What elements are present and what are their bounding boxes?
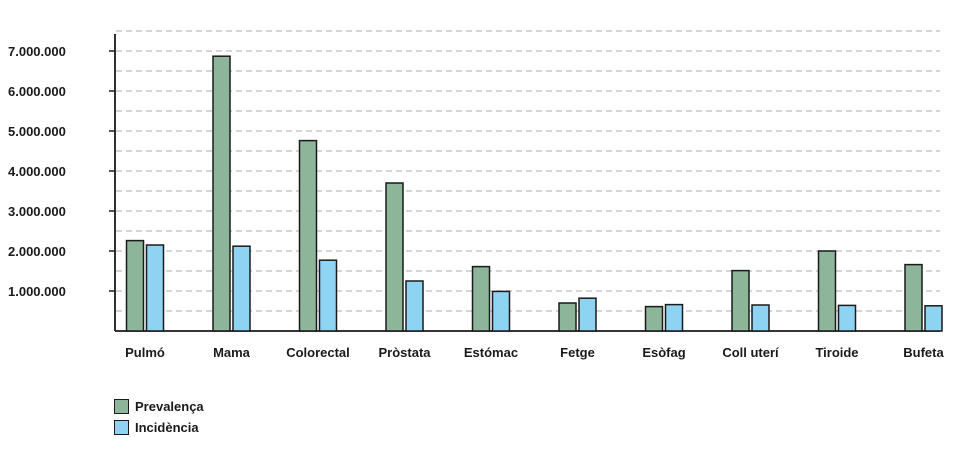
legend-item-incidencia: Incidència bbox=[114, 417, 204, 438]
bar-prevalenca bbox=[385, 182, 404, 332]
legend: Prevalença Incidència bbox=[114, 396, 204, 438]
bar-prevalenca bbox=[212, 55, 231, 332]
legend-label-prevalenca: Prevalença bbox=[135, 399, 204, 414]
y-tick-label: 7.000.000 bbox=[8, 44, 66, 59]
bar-incidencia bbox=[405, 280, 424, 332]
bar-incidencia bbox=[318, 259, 338, 332]
bar-prevalenca bbox=[298, 139, 318, 332]
bar-incidencia bbox=[924, 305, 943, 332]
y-tick-label: 3.000.000 bbox=[8, 204, 66, 219]
x-category-label: Esòfag bbox=[642, 345, 685, 360]
bar-prevalenca bbox=[731, 269, 750, 332]
bar-incidencia bbox=[232, 245, 251, 332]
x-category-label: Estómac bbox=[464, 345, 518, 360]
y-tick-label: 6.000.000 bbox=[8, 84, 66, 99]
x-category-label: Mama bbox=[213, 345, 251, 360]
legend-swatch-incidencia bbox=[114, 420, 129, 435]
bar-incidencia bbox=[145, 244, 165, 332]
bar-incidencia bbox=[837, 304, 857, 332]
x-category-label: Colorectal bbox=[286, 345, 350, 360]
x-category-label: Pròstata bbox=[378, 345, 431, 360]
bar-prevalenca bbox=[558, 302, 577, 332]
y-tick-label: 1.000.000 bbox=[8, 284, 66, 299]
x-category-label: Pulmó bbox=[125, 345, 165, 360]
legend-label-incidencia: Incidència bbox=[135, 420, 199, 435]
bar-incidencia bbox=[751, 304, 770, 332]
bar-incidencia bbox=[578, 297, 597, 332]
y-tick-label: 5.000.000 bbox=[8, 124, 66, 139]
bar-incidencia bbox=[491, 290, 511, 332]
y-tick-label: 4.000.000 bbox=[8, 164, 66, 179]
bar-prevalenca bbox=[125, 239, 145, 332]
legend-swatch-prevalenca bbox=[114, 399, 129, 414]
bar-prevalenca bbox=[817, 250, 837, 332]
bar-prevalenca bbox=[904, 263, 923, 332]
bar-prevalenca bbox=[644, 305, 664, 332]
x-category-label: Bufeta bbox=[903, 345, 944, 360]
bar-incidencia bbox=[664, 303, 684, 332]
x-category-label: Tiroide bbox=[815, 345, 858, 360]
bar-prevalenca bbox=[471, 265, 491, 332]
y-tick-label: 2.000.000 bbox=[8, 244, 66, 259]
x-category-label: Coll uterí bbox=[722, 345, 779, 360]
legend-item-prevalenca: Prevalença bbox=[114, 396, 204, 417]
x-category-label: Fetge bbox=[560, 345, 595, 360]
